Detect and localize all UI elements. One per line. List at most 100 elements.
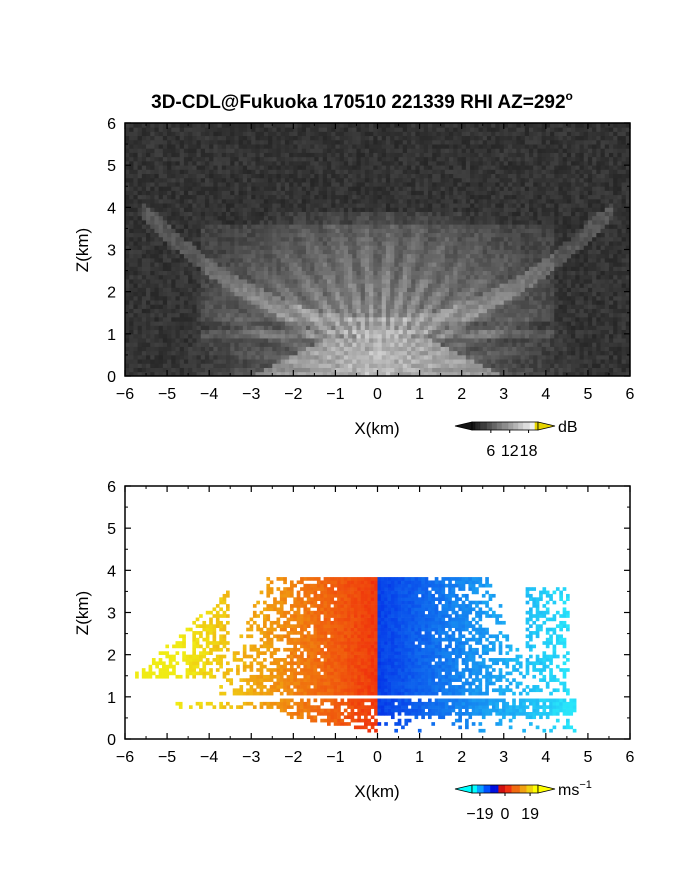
reflectivity-cell	[428, 279, 433, 284]
reflectivity-cell	[478, 300, 484, 305]
reflectivity-cell	[604, 203, 610, 208]
reflectivity-cell	[238, 257, 244, 263]
reflectivity-cell	[550, 257, 555, 263]
reflectivity-cell	[373, 346, 378, 352]
reflectivity-cell	[579, 338, 585, 343]
reflectivity-cell	[545, 367, 551, 373]
reflectivity-cell	[566, 354, 572, 360]
reflectivity-cell	[280, 283, 286, 288]
reflectivity-cell	[276, 354, 282, 360]
reflectivity-cell	[491, 283, 496, 288]
reflectivity-cell	[297, 215, 303, 221]
reflectivity-cell	[129, 257, 134, 263]
reflectivity-cell	[566, 350, 572, 356]
reflectivity-cell	[385, 346, 391, 352]
reflectivity-cell	[432, 333, 437, 339]
reflectivity-cell	[154, 241, 160, 246]
reflectivity-cell	[343, 236, 349, 242]
reflectivity-cell	[613, 245, 618, 250]
reflectivity-cell	[314, 224, 319, 229]
reflectivity-cell	[280, 198, 286, 204]
reflectivity-cell	[554, 279, 559, 284]
reflectivity-cell	[360, 236, 366, 242]
reflectivity-cell	[179, 295, 185, 301]
reflectivity-cell	[411, 283, 416, 288]
reflectivity-cell	[571, 329, 576, 335]
reflectivity-cell	[162, 287, 168, 293]
reflectivity-cell	[217, 295, 223, 301]
reflectivity-cell	[470, 274, 475, 280]
reflectivity-cell	[524, 346, 530, 352]
reflectivity-cell	[183, 291, 189, 297]
reflectivity-cell	[133, 342, 139, 347]
reflectivity-cell	[411, 257, 416, 263]
reflectivity-cell	[406, 308, 412, 314]
reflectivity-cell	[402, 228, 408, 234]
reflectivity-cell	[171, 316, 176, 322]
reflectivity-cell	[571, 207, 576, 212]
reflectivity-cell	[167, 224, 172, 229]
reflectivity-cell	[545, 312, 551, 318]
reflectivity-cell	[554, 291, 559, 297]
reflectivity-cell	[234, 325, 240, 331]
reflectivity-cell	[141, 359, 147, 364]
reflectivity-cell	[276, 241, 282, 246]
reflectivity-cell	[507, 371, 513, 377]
reflectivity-cell	[314, 228, 319, 234]
reflectivity-cell	[255, 245, 261, 250]
reflectivity-cell	[608, 257, 614, 263]
reflectivity-cell	[545, 262, 551, 267]
reflectivity-cell	[129, 262, 134, 267]
reflectivity-cell	[276, 207, 282, 212]
reflectivity-cell	[226, 266, 231, 271]
reflectivity-cell	[327, 304, 332, 309]
reflectivity-cell	[196, 338, 202, 343]
reflectivity-cell	[356, 215, 362, 221]
reflectivity-cell	[457, 316, 463, 322]
reflectivity-cell	[529, 236, 534, 242]
reflectivity-cell	[587, 232, 593, 238]
reflectivity-cell	[297, 371, 303, 377]
reflectivity-cell	[171, 346, 176, 352]
reflectivity-cell	[449, 241, 454, 246]
reflectivity-cell	[562, 228, 568, 234]
reflectivity-cell	[364, 270, 370, 276]
reflectivity-cell	[474, 257, 479, 263]
reflectivity-cell	[415, 304, 420, 309]
reflectivity-cell	[491, 291, 496, 297]
reflectivity-cell	[390, 245, 395, 250]
reflectivity-cell	[562, 270, 568, 276]
reflectivity-cell	[284, 245, 290, 250]
reflectivity-cell	[381, 325, 387, 331]
reflectivity-cell	[339, 203, 345, 208]
reflectivity-cell	[550, 219, 555, 225]
reflectivity-cell	[167, 287, 172, 293]
reflectivity-cell	[234, 308, 240, 314]
reflectivity-cell	[234, 266, 240, 271]
reflectivity-cell	[348, 350, 353, 356]
reflectivity-cell	[137, 338, 143, 343]
reflectivity-cell	[621, 262, 627, 267]
reflectivity-cell	[461, 300, 467, 305]
reflectivity-cell	[200, 215, 206, 221]
reflectivity-cell	[533, 295, 538, 301]
reflectivity-cell	[284, 363, 290, 368]
reflectivity-cell	[196, 270, 202, 276]
reflectivity-cell	[608, 287, 614, 293]
reflectivity-cell	[520, 287, 526, 293]
reflectivity-cell	[373, 329, 378, 335]
reflectivity-cell	[545, 321, 551, 326]
reflectivity-cell	[482, 304, 488, 309]
reflectivity-cell	[301, 198, 307, 204]
reflectivity-cell	[449, 257, 454, 263]
reflectivity-cell	[217, 198, 223, 204]
reflectivity-cell	[625, 236, 631, 242]
reflectivity-cell	[600, 245, 606, 250]
reflectivity-cell	[474, 245, 479, 250]
reflectivity-cell	[204, 198, 210, 204]
reflectivity-cell	[503, 346, 509, 352]
reflectivity-cell	[385, 211, 391, 217]
reflectivity-cell	[423, 346, 429, 352]
reflectivity-cell	[289, 346, 294, 352]
reflectivity-cell	[234, 329, 240, 335]
